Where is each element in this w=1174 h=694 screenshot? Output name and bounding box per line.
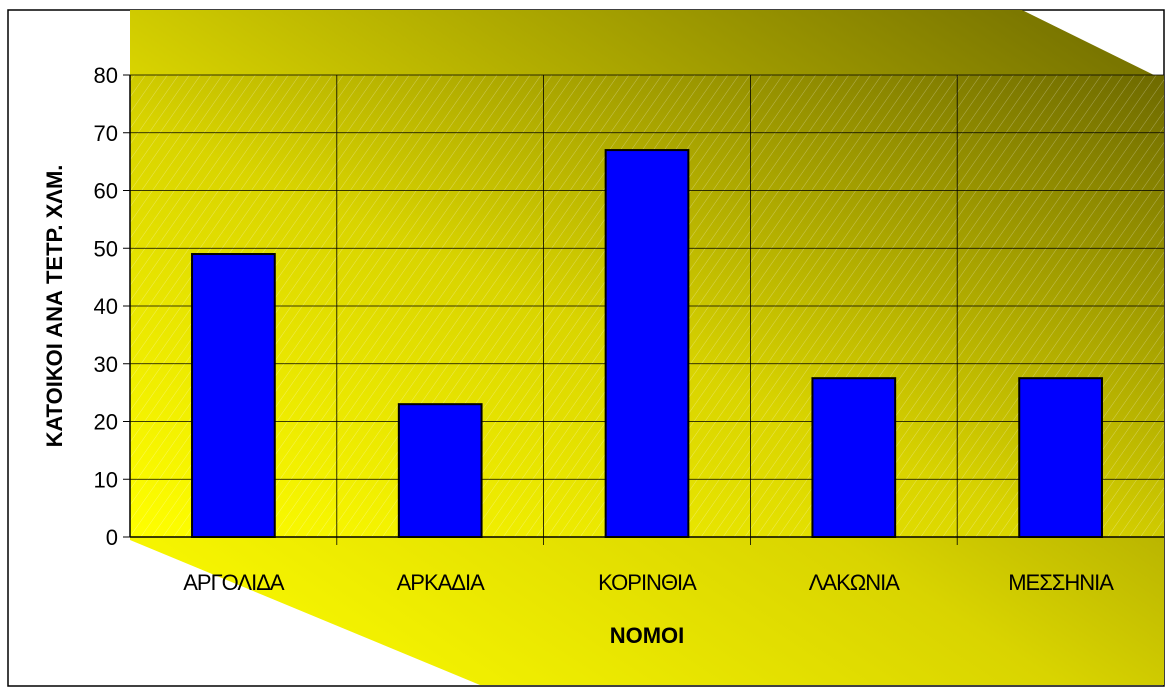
bar [604, 149, 690, 538]
x-tick-label: ΑΡΚΑΔΙΑ [397, 570, 486, 595]
x-tick-label: ΛΑΚΩΝΙΑ [809, 570, 900, 595]
x-tick-label: ΚΟΡΙΝΘΙΑ [598, 570, 697, 595]
x-axis-labels: ΑΡΓΟΛΙΔΑ ΑΡΚΑΔΙΑ ΚΟΡΙΝΘΙΑ ΛΑΚΩΝΙΑ ΜΕΣΣΗΝΙΑ [183, 570, 1115, 595]
y-tick-label: 80 [94, 63, 118, 88]
x-axis-title: ΝΟΜΟΙ [610, 623, 685, 648]
y-axis-ticks: 0 10 20 30 40 50 60 70 80 [94, 63, 130, 550]
bar [811, 377, 897, 538]
y-tick-label: 40 [94, 294, 118, 319]
x-tick-label: ΑΡΓΟΛΙΔΑ [183, 570, 285, 595]
x-tick-label: ΜΕΣΣΗΝΙΑ [1008, 570, 1114, 595]
y-tick-label: 30 [94, 352, 118, 377]
y-tick-label: 20 [94, 410, 118, 435]
y-tick-label: 10 [94, 467, 118, 492]
y-tick-label: 70 [94, 121, 118, 146]
bar [191, 253, 276, 538]
y-tick-label: 50 [94, 236, 118, 261]
y-tick-label: 60 [94, 179, 118, 204]
bar [1018, 377, 1103, 538]
bar [397, 403, 483, 538]
y-axis-title: ΚΑΤΟΙΚΟΙ ΑΝΑ ΤΕΤΡ. ΧΛΜ. [42, 165, 67, 448]
bars [191, 149, 1103, 538]
y-tick-label: 0 [106, 525, 118, 550]
